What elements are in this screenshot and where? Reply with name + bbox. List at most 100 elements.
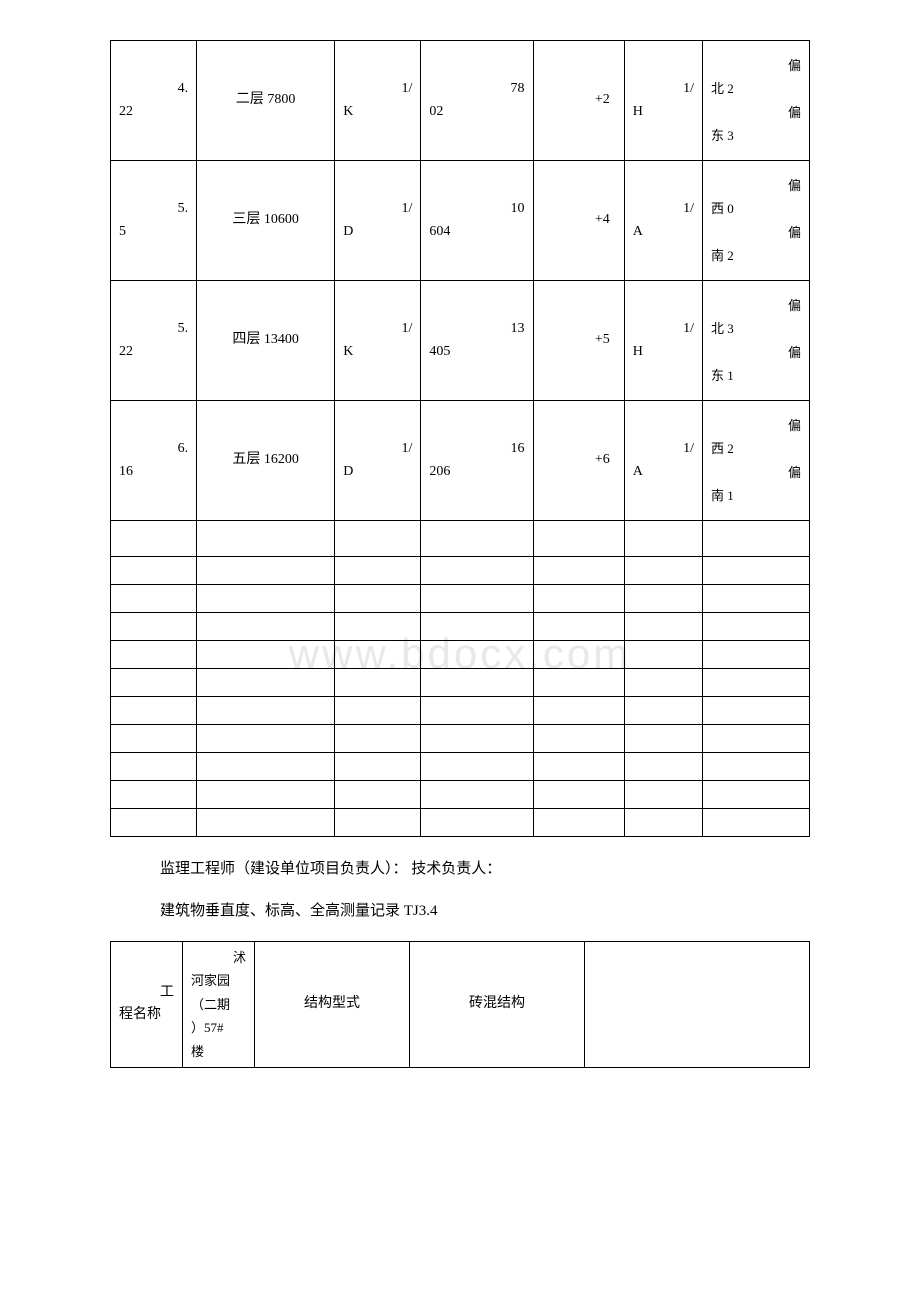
empty-cell xyxy=(624,585,702,613)
empty-cell xyxy=(111,697,197,725)
empty-cell xyxy=(335,781,421,809)
empty-cell xyxy=(703,669,810,697)
empty-cell xyxy=(335,521,421,557)
axis1-cell: 1/K xyxy=(335,281,421,401)
empty-cell xyxy=(335,557,421,585)
empty-cell xyxy=(703,697,810,725)
empty-cell xyxy=(111,669,197,697)
empty-cell xyxy=(197,725,335,753)
empty-cell xyxy=(197,641,335,669)
empty-cell xyxy=(624,521,702,557)
deviation-cell: +6 xyxy=(533,401,624,521)
measurement-cell: 7802 xyxy=(421,41,533,161)
empty-cell xyxy=(197,753,335,781)
empty-cell xyxy=(533,781,624,809)
table-row xyxy=(111,809,810,837)
axis2-cell: 1/H xyxy=(624,281,702,401)
empty-cell xyxy=(197,557,335,585)
empty-cell xyxy=(533,613,624,641)
empty-cell xyxy=(703,809,810,837)
table-row xyxy=(111,725,810,753)
empty-cell xyxy=(111,557,197,585)
floor-elevation-cell: 二层 7800 xyxy=(197,41,335,161)
empty-cell xyxy=(335,725,421,753)
empty-cell xyxy=(111,613,197,641)
direction-cell: 偏西 0偏南 2 xyxy=(703,161,810,281)
table-row xyxy=(111,521,810,557)
structure-type-value: 砖混结构 xyxy=(410,942,585,1068)
empty-cell xyxy=(197,585,335,613)
axis2-cell: 1/A xyxy=(624,161,702,281)
empty-cell xyxy=(421,781,533,809)
deviation-cell: +4 xyxy=(533,161,624,281)
measurement-cell: 16206 xyxy=(421,401,533,521)
empty-cell xyxy=(624,753,702,781)
empty-cell xyxy=(624,613,702,641)
empty-cell xyxy=(197,781,335,809)
empty-cell xyxy=(624,669,702,697)
empty-cell xyxy=(111,809,197,837)
empty-cell xyxy=(421,613,533,641)
floor-elevation-cell: 四层 13400 xyxy=(197,281,335,401)
table-row: 6.16五层 162001/D16206+61/A偏西 2偏南 1 xyxy=(111,401,810,521)
empty-cell xyxy=(421,725,533,753)
empty-cell xyxy=(197,697,335,725)
empty-cell xyxy=(111,781,197,809)
axis1-cell: 1/D xyxy=(335,401,421,521)
date-cell: 5.22 xyxy=(111,281,197,401)
date-cell: 5.5 xyxy=(111,161,197,281)
empty-cell xyxy=(421,557,533,585)
empty-cell xyxy=(703,521,810,557)
empty-cell xyxy=(624,557,702,585)
empty-cell xyxy=(624,641,702,669)
empty-cell xyxy=(111,725,197,753)
direction-cell: 偏西 2偏南 1 xyxy=(703,401,810,521)
empty-cell xyxy=(111,641,197,669)
table-row xyxy=(111,669,810,697)
floor-elevation-cell: 五层 16200 xyxy=(197,401,335,521)
empty-cell xyxy=(421,753,533,781)
empty-cell xyxy=(421,669,533,697)
date-cell: 6.16 xyxy=(111,401,197,521)
empty-cell xyxy=(197,521,335,557)
direction-cell: 偏北 3偏东 1 xyxy=(703,281,810,401)
deviation-cell: +5 xyxy=(533,281,624,401)
main-table-container: 4.22二层 78001/K7802+21/H偏北 2偏东 35.5三层 106… xyxy=(110,40,810,837)
empty-cell xyxy=(533,697,624,725)
empty-cell xyxy=(421,697,533,725)
empty-cell xyxy=(533,557,624,585)
axis1-cell: 1/D xyxy=(335,161,421,281)
empty-cell xyxy=(533,669,624,697)
measurement-table: 4.22二层 78001/K7802+21/H偏北 2偏东 35.5三层 106… xyxy=(110,40,810,837)
empty-cell xyxy=(421,641,533,669)
empty-cell xyxy=(335,669,421,697)
axis2-cell: 1/H xyxy=(624,41,702,161)
empty-cell xyxy=(703,585,810,613)
signature-line: 监理工程师（建设单位项目负责人）： 技术负责人： xyxy=(160,857,900,881)
table-row xyxy=(111,585,810,613)
direction-cell: 偏北 2偏东 3 xyxy=(703,41,810,161)
empty-cell xyxy=(421,809,533,837)
table-row: 工 程名称 沭 河家园 （二期 ）57# 楼 结构型式 xyxy=(111,942,810,1068)
table-row xyxy=(111,753,810,781)
measurement-cell: 10604 xyxy=(421,161,533,281)
empty-cell xyxy=(533,725,624,753)
empty-cell xyxy=(335,585,421,613)
info-table-container: 工 程名称 沭 河家园 （二期 ）57# 楼 结构型式 xyxy=(110,941,810,1068)
table-row xyxy=(111,781,810,809)
empty-cell xyxy=(335,613,421,641)
project-name-label: 工 程名称 xyxy=(111,942,183,1068)
empty-cell xyxy=(703,725,810,753)
empty-cell xyxy=(335,809,421,837)
empty-cell xyxy=(335,753,421,781)
document-title: 建筑物垂直度、标高、全高测量记录 TJ3.4 xyxy=(160,899,900,923)
empty-cell xyxy=(624,697,702,725)
empty-cell xyxy=(197,669,335,697)
empty-cell xyxy=(703,613,810,641)
empty-cell xyxy=(624,809,702,837)
project-info-table: 工 程名称 沭 河家园 （二期 ）57# 楼 结构型式 xyxy=(110,941,810,1068)
axis2-cell: 1/A xyxy=(624,401,702,521)
empty-cell xyxy=(111,521,197,557)
table-row: 4.22二层 78001/K7802+21/H偏北 2偏东 3 xyxy=(111,41,810,161)
empty-cell xyxy=(703,557,810,585)
